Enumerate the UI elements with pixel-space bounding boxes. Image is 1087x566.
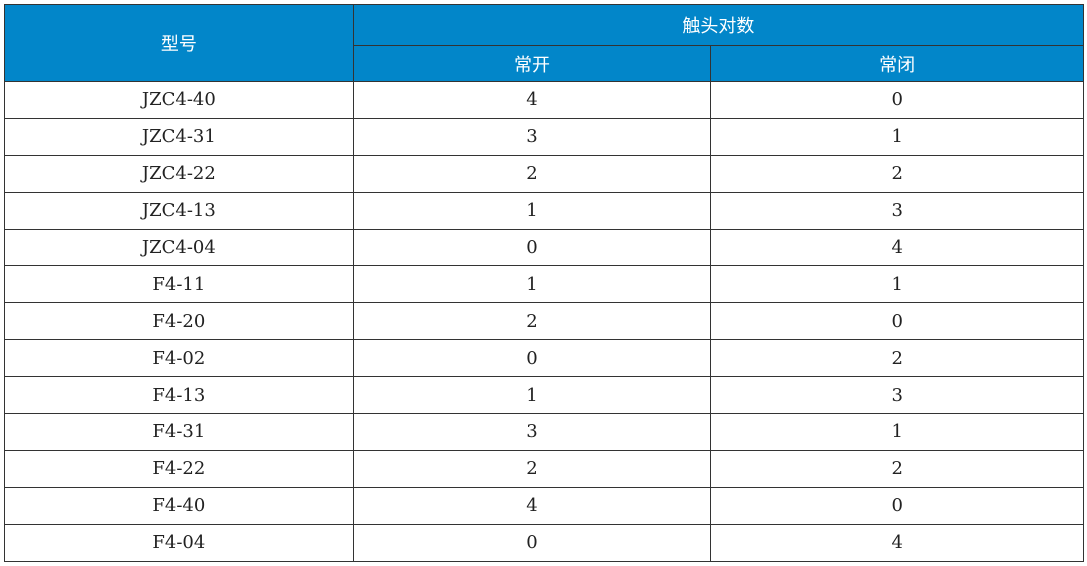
contact-table: 型号 触头对数 常开 常闭 JZC4-40 4 0 JZC4-31 3 1 JZC4-22 2… <box>4 4 1085 562</box>
normally-open-cell: 0 <box>352 339 712 378</box>
table-row: F4-13 1 3 <box>4 376 1084 415</box>
normally-open-cell: 3 <box>352 413 712 451</box>
model-cell: F4-22 <box>4 449 354 488</box>
normally-open-cell: 2 <box>352 302 712 341</box>
model-cell: F4-02 <box>4 339 354 378</box>
table-row: F4-20 2 0 <box>4 302 1084 341</box>
table-row: F4-04 0 4 <box>4 523 1084 562</box>
normally-open-cell: 4 <box>352 486 712 525</box>
normally-closed-cell: 2 <box>710 154 1084 193</box>
normally-closed-cell: 2 <box>710 339 1084 378</box>
normally-closed-cell: 3 <box>710 376 1084 415</box>
normally-closed-cell: 1 <box>710 413 1084 451</box>
model-cell: JZC4-40 <box>4 81 354 119</box>
normally-closed-cell: 4 <box>710 523 1084 562</box>
table-row: F4-11 1 1 <box>4 265 1084 304</box>
header-model: 型号 <box>4 4 354 82</box>
normally-closed-cell: 3 <box>710 191 1084 230</box>
model-cell: JZC4-22 <box>4 154 354 193</box>
model-cell: JZC4-13 <box>4 191 354 230</box>
model-cell: F4-40 <box>4 486 354 525</box>
normally-closed-cell: 2 <box>710 449 1084 488</box>
normally-open-cell: 2 <box>352 154 712 193</box>
model-cell: JZC4-04 <box>4 228 354 267</box>
normally-open-cell: 0 <box>352 228 712 267</box>
model-cell: F4-13 <box>4 376 354 415</box>
model-cell: F4-31 <box>4 413 354 451</box>
normally-open-cell: 1 <box>352 265 712 304</box>
table-row: F4-02 0 2 <box>4 339 1084 378</box>
normally-closed-cell: 0 <box>710 81 1084 119</box>
normally-open-cell: 1 <box>352 191 712 230</box>
header-normally-closed: 常闭 <box>710 45 1084 82</box>
header-contacts: 触头对数 <box>352 4 1085 46</box>
normally-closed-cell: 4 <box>710 228 1084 267</box>
model-cell: F4-04 <box>4 523 354 562</box>
normally-open-cell: 1 <box>352 376 712 415</box>
model-cell: JZC4-31 <box>4 117 354 156</box>
table-row: F4-31 3 1 <box>4 413 1084 451</box>
table-row: JZC4-22 2 2 <box>4 154 1084 193</box>
normally-open-cell: 3 <box>352 117 712 156</box>
table-row: F4-22 2 2 <box>4 449 1084 488</box>
normally-closed-cell: 1 <box>710 117 1084 156</box>
normally-open-cell: 4 <box>352 81 712 119</box>
table-row: JZC4-40 4 0 <box>4 81 1084 119</box>
normally-closed-cell: 0 <box>710 486 1084 525</box>
normally-open-cell: 0 <box>352 523 712 562</box>
model-cell: F4-11 <box>4 265 354 304</box>
table-row: F4-40 4 0 <box>4 486 1084 525</box>
model-cell: F4-20 <box>4 302 354 341</box>
table-row: JZC4-13 1 3 <box>4 191 1084 230</box>
table-row: JZC4-31 3 1 <box>4 117 1084 156</box>
header-normally-open: 常开 <box>352 45 712 82</box>
normally-closed-cell: 0 <box>710 302 1084 341</box>
table-row: JZC4-04 0 4 <box>4 228 1084 267</box>
normally-open-cell: 2 <box>352 449 712 488</box>
normally-closed-cell: 1 <box>710 265 1084 304</box>
